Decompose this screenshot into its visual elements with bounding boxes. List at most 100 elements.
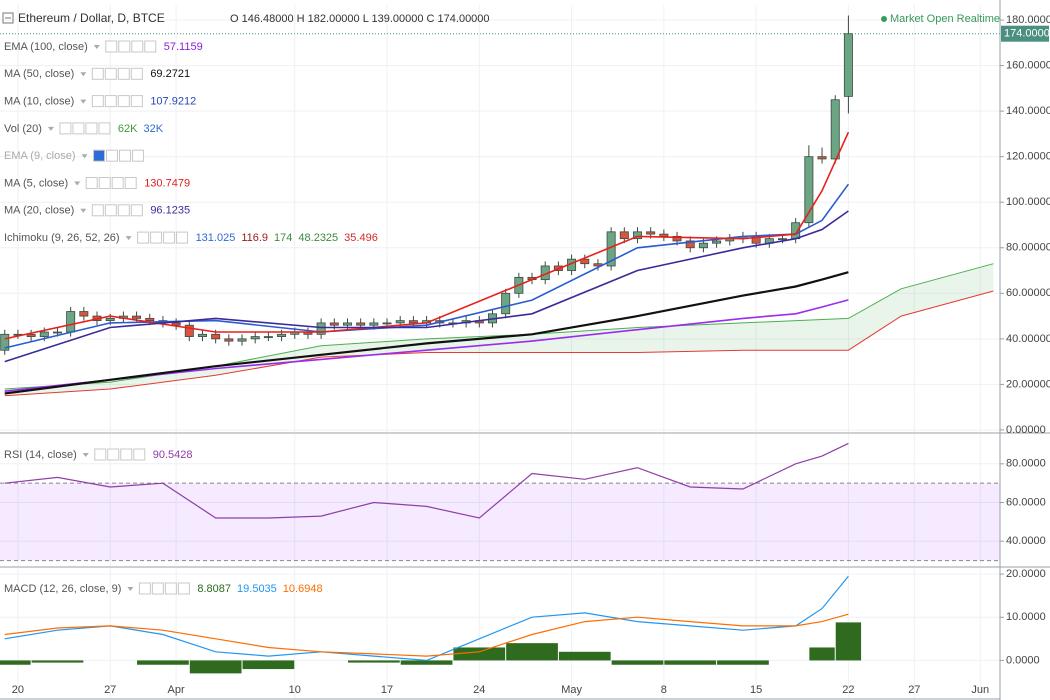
y-tick-label: 80.0000 [1006,458,1046,470]
candle-body [224,338,234,342]
candle-body [698,242,708,249]
legend-button[interactable] [144,40,157,53]
dropdown-icon[interactable] [93,45,100,49]
indicator-value: 32K [144,123,164,135]
y-tick-label: 40.0000 [1006,535,1046,547]
x-tick-label: Apr [168,684,185,696]
legend-button[interactable] [130,67,143,80]
legend-button[interactable] [163,231,176,244]
legend-button[interactable] [111,177,124,189]
legend-button[interactable] [133,448,146,461]
dropdown-icon[interactable] [74,181,81,186]
legend-button[interactable] [104,67,117,80]
legend-button[interactable] [94,448,107,461]
histogram-bar [453,647,506,661]
legend-button[interactable] [104,204,117,217]
legend-button[interactable] [119,149,132,162]
indicator-line [4,210,849,363]
indicator-name: MA (5, close) [4,177,68,189]
legend-button[interactable] [117,67,130,80]
dropdown-icon[interactable] [80,99,87,104]
y-tick-label: 100.00000 [1006,196,1050,208]
legend-button[interactable] [150,231,163,244]
legend-button[interactable] [91,67,104,80]
dropdown-icon[interactable] [82,453,89,457]
legend-button[interactable] [120,448,133,461]
y-tick-label: 40.00000 [1006,333,1050,345]
rsi-band [0,483,1000,561]
legend-button[interactable] [117,204,130,217]
legend-button[interactable] [91,204,104,217]
legend-button[interactable] [117,95,130,108]
legend-button[interactable] [131,40,144,53]
indicator-value: 174 [274,232,292,244]
candle-body [342,322,352,326]
candle-body [356,322,366,326]
candle-body [395,320,405,324]
candle-body [619,231,629,240]
collapse-icon[interactable] [2,12,14,24]
legend-button[interactable] [85,177,98,189]
legend-button[interactable] [59,122,72,135]
indicator-value: 90.5428 [153,449,193,461]
x-tick-label: 27 [908,684,920,696]
y-tick-label: 120.00000 [1006,151,1050,163]
dropdown-icon[interactable] [47,126,54,131]
legend-button[interactable] [124,177,137,189]
legend-button[interactable] [72,122,85,135]
dropdown-icon[interactable] [81,154,88,159]
legend-button[interactable] [176,231,189,244]
indicator-value: 8.8087 [197,583,231,595]
candle-body [277,333,287,337]
legend-button[interactable] [151,582,164,595]
indicator-name: MA (50, close) [4,68,74,80]
histogram-bar [664,660,717,665]
legend-button[interactable] [106,149,119,162]
indicator-value: 96.1235 [150,205,190,217]
candle-body [184,324,194,337]
dropdown-icon[interactable] [80,72,87,77]
legend-button[interactable] [85,122,98,135]
legend-button[interactable] [130,204,143,217]
legend-button[interactable] [132,149,145,162]
histogram-bar [31,660,84,663]
indicator-value: 57.1159 [164,41,203,53]
legend-button[interactable] [91,95,104,108]
histogram-bar [189,660,242,674]
candle-body [830,99,840,160]
histogram-bar [506,643,558,661]
legend-button[interactable] [137,231,150,244]
legend-button[interactable] [98,177,111,189]
dropdown-icon[interactable] [125,236,132,241]
legend-button[interactable] [93,149,106,162]
x-tick-label: 27 [104,684,116,696]
legend-button[interactable] [177,582,190,595]
indicator-name: EMA (9, close) [4,150,76,162]
legend-button[interactable] [118,40,131,53]
indicator-value: 131.025 [196,232,236,244]
legend-button[interactable] [138,582,151,595]
x-tick-label: 22 [842,684,854,696]
legend-button[interactable] [104,95,117,108]
legend-button[interactable] [130,95,143,108]
legend-button[interactable] [105,40,118,53]
legend-button[interactable] [98,122,111,135]
x-tick-label: May [561,684,582,696]
candle-body [316,322,326,335]
y-tick-label: 10.0000 [1006,611,1046,623]
histogram-bar [809,647,835,661]
indicator-value: 62K [118,123,138,135]
ichimoku-span-b [4,290,994,397]
indicator-value: 107.9212 [150,96,196,108]
legend-button[interactable] [107,448,120,461]
candle-body [369,322,379,326]
dropdown-icon[interactable] [127,587,134,591]
candle-body [501,292,511,315]
x-tick-label: 24 [473,684,485,696]
x-tick-label: 20 [12,684,24,696]
legend-button[interactable] [164,582,177,595]
candle-body [132,315,142,319]
dropdown-icon[interactable] [80,208,87,213]
